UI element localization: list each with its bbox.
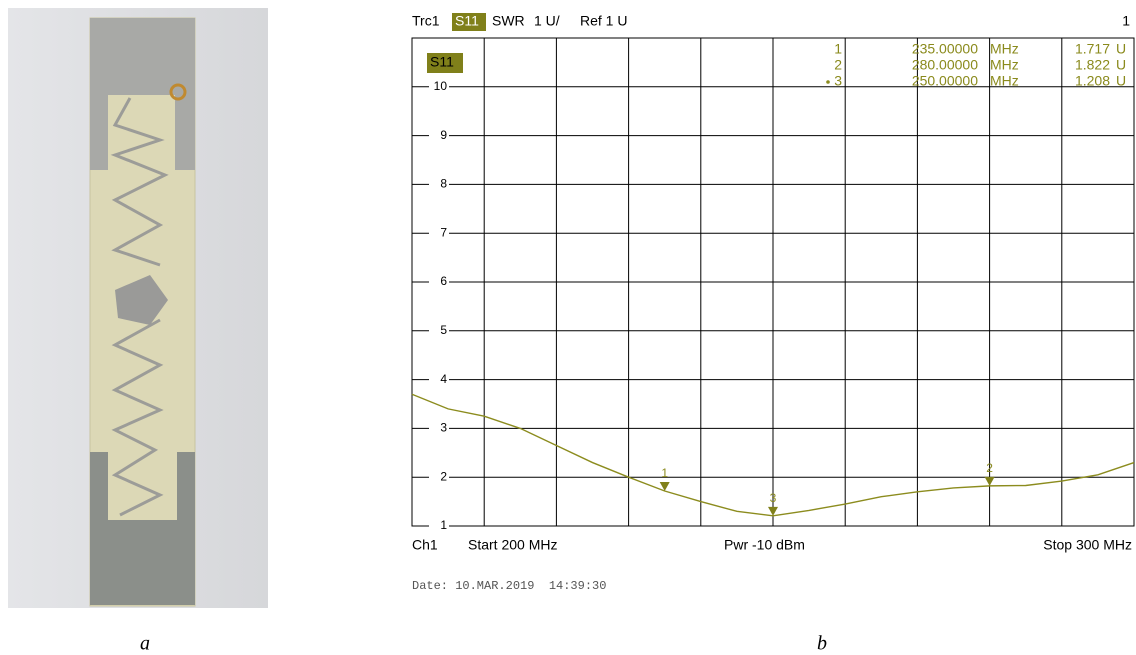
marker-table-number: 1 xyxy=(834,41,842,57)
y-tick-label: 2 xyxy=(440,469,447,483)
header-channel-number: 1 xyxy=(1122,13,1130,29)
header-trace: Trc1 xyxy=(412,13,440,29)
marker-table-value: 1.717 xyxy=(1075,41,1110,57)
y-tick-label: 4 xyxy=(440,372,447,386)
marker-table-value: 1.822 xyxy=(1075,57,1110,73)
marker-number: 2 xyxy=(986,461,993,475)
y-tick-label: 10 xyxy=(434,79,448,93)
marker-number: 3 xyxy=(770,491,777,505)
marker-table-value-unit: U xyxy=(1116,57,1126,73)
marker-table-number: 3 xyxy=(834,73,842,89)
pcb-photo xyxy=(8,8,268,608)
header-scale: 1 U/ xyxy=(534,13,560,29)
marker-table-freq: 235.00000 xyxy=(912,41,978,57)
date-stamp: Date: 10.MAR.2019 14:39:30 xyxy=(412,579,606,593)
y-tick-label: 1 xyxy=(440,518,447,532)
y-tick-label: 5 xyxy=(440,323,447,337)
active-marker-dot xyxy=(826,80,830,84)
footer-channel: Ch1 xyxy=(412,537,438,553)
marker-table-freq-unit: MHz xyxy=(990,41,1019,57)
trace-label: S11 xyxy=(430,54,454,70)
marker-number: 1 xyxy=(661,466,668,480)
y-tick-label: 6 xyxy=(440,274,447,288)
marker-table-number: 2 xyxy=(834,57,842,73)
marker-table-freq: 280.00000 xyxy=(912,57,978,73)
marker-table-freq: 250.00000 xyxy=(912,73,978,89)
header-format: SWR xyxy=(492,13,525,29)
footer-power: Pwr -10 dBm xyxy=(724,537,805,553)
caption-b: b xyxy=(817,633,827,655)
marker-table-value-unit: U xyxy=(1116,41,1126,57)
footer-stop: Stop 300 MHz xyxy=(1043,537,1132,553)
header-param: S11 xyxy=(455,13,479,29)
marker-table-value-unit: U xyxy=(1116,73,1126,89)
marker-triangle xyxy=(768,507,778,516)
marker-table-freq-unit: MHz xyxy=(990,57,1019,73)
y-tick-label: 7 xyxy=(440,225,447,239)
header-ref: Ref 1 U xyxy=(580,13,627,29)
y-tick-label: 9 xyxy=(440,128,447,142)
y-tick-label: 3 xyxy=(440,421,447,435)
y-tick-label: 8 xyxy=(440,177,447,191)
figure: a b Trc1 S11 SWR 1 U/ Ref 1 U 1 S11 Ch1 … xyxy=(0,0,1136,655)
marker-triangle xyxy=(985,477,995,486)
marker-table-value: 1.208 xyxy=(1075,73,1110,89)
marker-table-freq-unit: MHz xyxy=(990,73,1019,89)
caption-a: a xyxy=(140,633,150,655)
footer-start: Start 200 MHz xyxy=(468,537,557,553)
